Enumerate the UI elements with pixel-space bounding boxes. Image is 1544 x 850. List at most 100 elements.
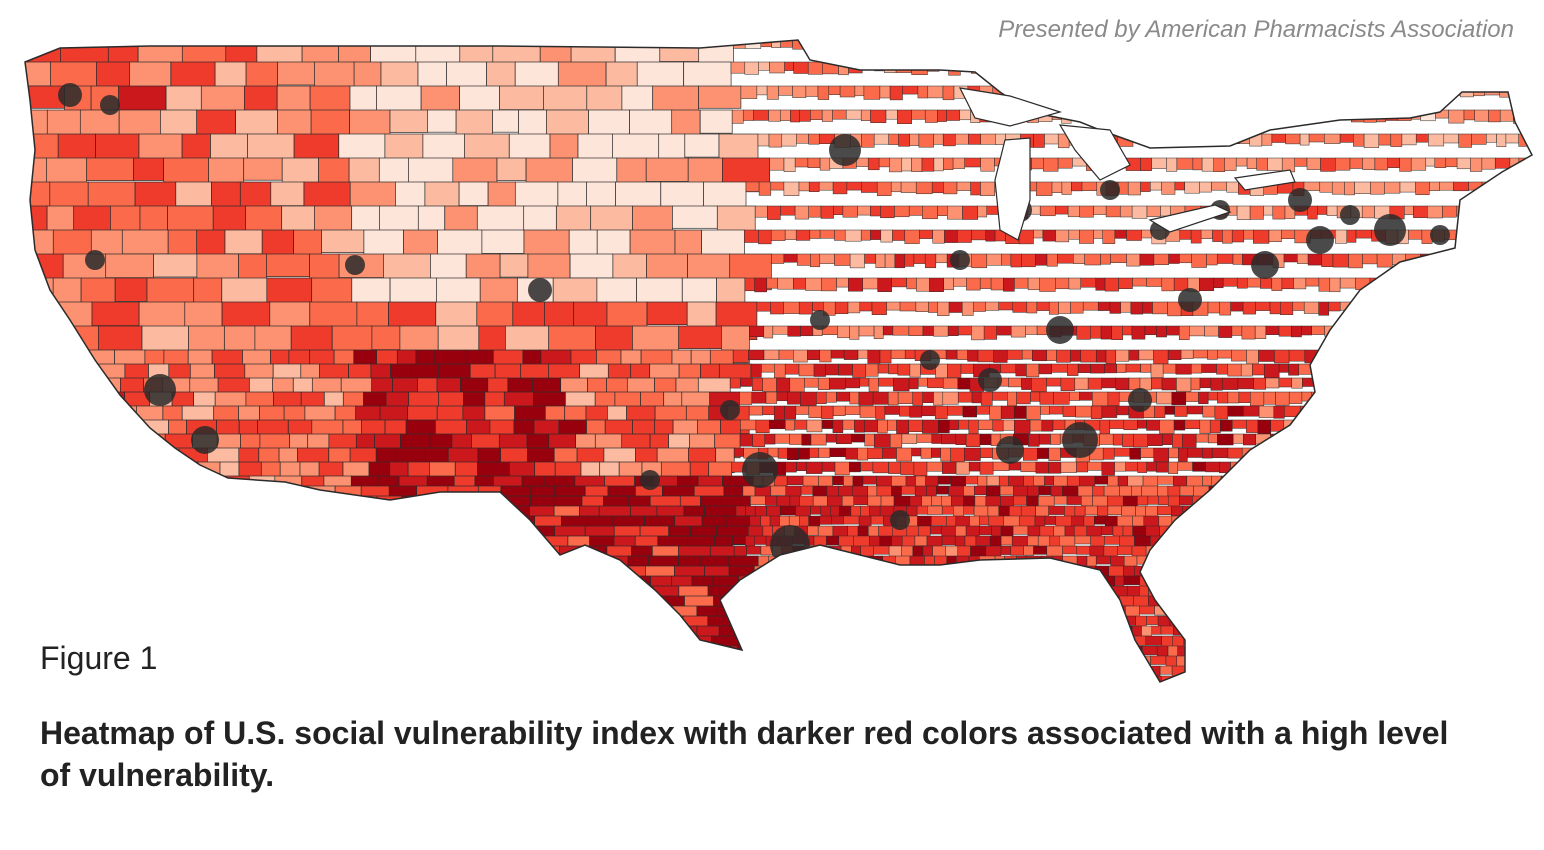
county-cell — [921, 157, 935, 172]
county-cell — [1416, 645, 1431, 660]
county-cell — [1416, 405, 1430, 420]
county-cell — [566, 565, 595, 594]
county-cell — [1202, 405, 1216, 418]
county-cell — [1100, 655, 1116, 668]
county-cell — [127, 585, 158, 614]
county-cell — [1480, 565, 1491, 576]
county-cell — [1008, 377, 1022, 388]
county-cell — [917, 85, 929, 99]
county-cell — [755, 696, 765, 700]
county-cell — [1283, 525, 1298, 539]
county-cell — [898, 675, 913, 682]
county-cell — [91, 301, 140, 327]
county-cell — [1294, 157, 1308, 167]
county-cell — [942, 377, 959, 389]
county-cell — [1147, 495, 1159, 505]
county-cell — [1389, 475, 1406, 490]
county-cell — [942, 391, 959, 405]
county-cell — [1000, 535, 1013, 546]
county-cell — [250, 595, 276, 620]
county-cell — [105, 253, 154, 279]
county-cell — [1137, 419, 1147, 429]
county-cell — [249, 545, 278, 568]
county-cell — [1401, 565, 1417, 580]
county-cell — [1075, 605, 1089, 619]
county-cell — [1044, 675, 1056, 682]
county-cell — [1161, 377, 1177, 391]
county-cell — [941, 615, 954, 630]
county-cell — [1110, 645, 1127, 657]
county-cell — [1401, 405, 1417, 416]
county-cell — [1232, 433, 1244, 444]
county-cell — [883, 625, 897, 638]
county-cell — [1534, 462, 1544, 470]
county-cell — [1368, 85, 1382, 95]
county-cell — [921, 686, 933, 698]
county-cell — [1374, 675, 1386, 682]
county-cell — [512, 645, 532, 670]
county-cell — [1040, 405, 1050, 415]
county-cell — [791, 696, 801, 700]
county-cell — [1167, 585, 1182, 600]
county-cell — [1213, 277, 1224, 289]
county-cell — [1416, 447, 1432, 460]
county-cell — [1303, 475, 1320, 485]
county-cell — [1252, 363, 1265, 376]
county-cell — [930, 645, 943, 660]
county-cell — [1355, 686, 1368, 699]
county-cell — [1310, 675, 1324, 682]
county-cell — [1010, 545, 1024, 556]
county-cell — [1119, 485, 1132, 498]
county-cell — [1389, 696, 1402, 700]
county-cell — [415, 40, 461, 64]
county-cell — [733, 40, 746, 49]
county-cell — [398, 535, 427, 553]
county-cell — [799, 595, 815, 609]
county-cell — [1055, 696, 1068, 700]
county-cell — [1429, 301, 1445, 314]
county-cell — [373, 575, 402, 604]
county-cell — [721, 655, 746, 677]
county-cell — [1288, 535, 1302, 548]
county-cell — [493, 595, 520, 616]
county-cell — [1005, 615, 1020, 630]
county-cell — [911, 109, 926, 120]
county-cell — [1435, 686, 1448, 694]
county-cell — [1259, 605, 1270, 618]
county-cell — [1451, 615, 1465, 630]
county-cell — [236, 635, 263, 664]
county-cell — [154, 525, 178, 551]
county-cell — [1186, 535, 1203, 547]
county-cell — [833, 205, 844, 215]
county-cell — [979, 635, 996, 647]
county-cell — [72, 696, 100, 700]
county-cell — [1377, 505, 1387, 515]
county-cell — [901, 605, 915, 619]
county-cell — [1482, 525, 1497, 537]
county-cell — [910, 565, 924, 577]
county-cell — [401, 575, 426, 595]
county-cell — [1246, 349, 1259, 365]
county-cell — [1169, 605, 1182, 618]
county-cell — [986, 485, 1001, 497]
county-cell — [926, 461, 943, 472]
county-cell — [1192, 505, 1206, 520]
county-cell — [817, 377, 830, 390]
county-cell — [118, 505, 137, 526]
county-cell — [1096, 349, 1107, 363]
county-cell — [687, 253, 731, 283]
county-cell — [1315, 575, 1327, 586]
county-cell — [1115, 349, 1130, 362]
county-cell — [737, 585, 754, 595]
county-cell — [844, 405, 861, 415]
county-cell — [1193, 485, 1210, 498]
county-cell — [430, 253, 467, 283]
county-cell — [989, 405, 1002, 420]
county-cell — [770, 301, 785, 315]
county-cell — [42, 485, 72, 505]
county-cell — [1395, 535, 1409, 550]
county-cell — [1245, 585, 1261, 600]
county-cell — [1352, 545, 1365, 558]
county-cell — [808, 181, 820, 192]
county-cell — [819, 565, 829, 578]
